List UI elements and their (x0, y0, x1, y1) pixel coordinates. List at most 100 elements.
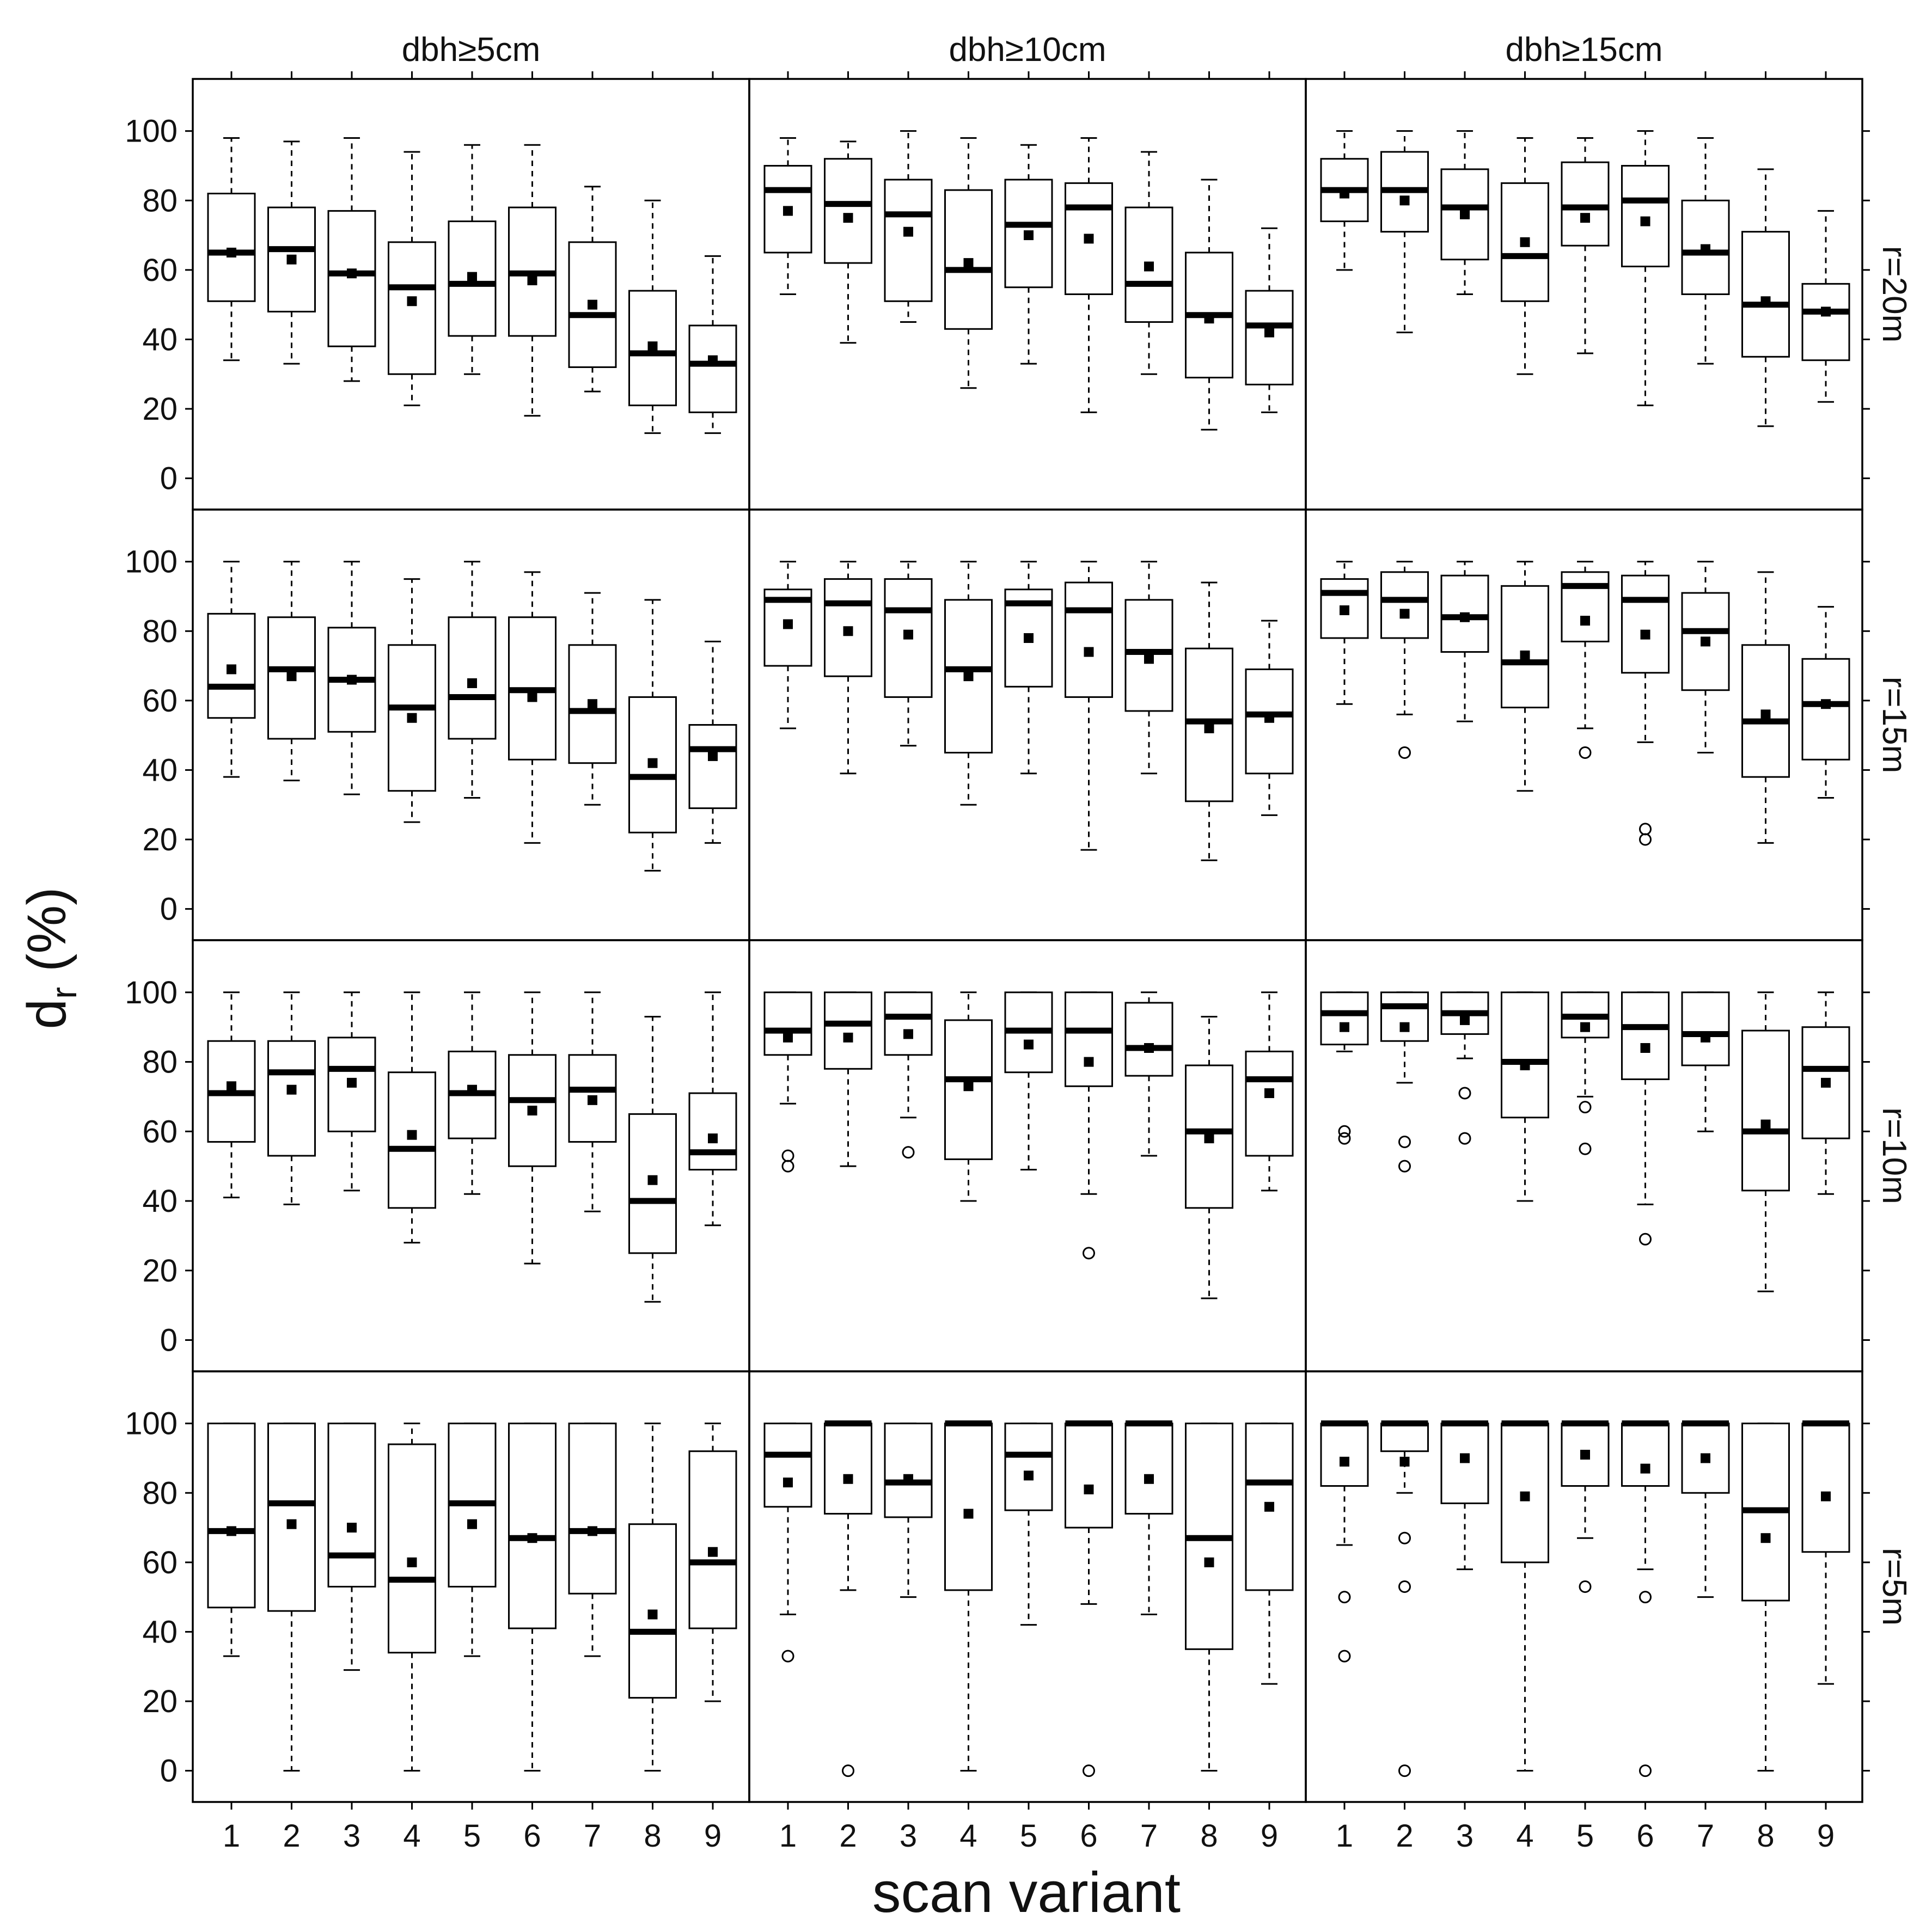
mean-marker (647, 1609, 658, 1620)
iqr-box (1065, 581, 1113, 698)
mean-marker (708, 1547, 718, 1557)
box-3 (1440, 1420, 1489, 1571)
box-6 (1621, 561, 1670, 846)
outlier-point (1579, 1101, 1592, 1114)
outlier-point (1639, 1764, 1652, 1777)
mean-marker (407, 1557, 417, 1567)
iqr-box (688, 724, 737, 810)
iqr-box (1380, 571, 1429, 639)
box-6 (508, 1423, 557, 1772)
x-tick-label: 1 (779, 1818, 797, 1854)
row-label-4: r=5m (1875, 1548, 1913, 1626)
outlier-point (842, 1764, 854, 1777)
iqr-box (1440, 1423, 1489, 1504)
outlier-point (902, 1146, 915, 1159)
mean-marker (1460, 612, 1470, 622)
iqr-box (688, 324, 737, 413)
mean-marker (783, 1032, 793, 1043)
box-9 (688, 991, 737, 1227)
box-7 (568, 991, 617, 1212)
y-tick-label: 100 (125, 544, 178, 580)
iqr-box (688, 1450, 737, 1629)
mean-marker (963, 1509, 974, 1519)
column-label-1: dbh≥5cm (402, 31, 541, 69)
box-9 (688, 255, 737, 434)
mean-marker (1264, 1088, 1274, 1099)
box-9 (1801, 991, 1850, 1195)
box-1 (763, 137, 812, 295)
x-tick-label: 9 (1261, 1818, 1278, 1854)
iqr-box (1004, 1423, 1053, 1511)
outlier-point (1398, 1160, 1411, 1173)
mean-marker (527, 692, 537, 702)
x-tick-label: 1 (223, 1818, 240, 1854)
iqr-box (884, 1423, 933, 1518)
facet-strip-labels: dbh≥5cm dbh≥10cm dbh≥15cm r=20m r=15m r=10m r=… (402, 31, 1913, 1626)
box-7 (1681, 561, 1730, 754)
box-5 (1004, 1423, 1053, 1626)
x-tick-label: 3 (343, 1818, 360, 1854)
x-tick-label: 8 (1757, 1818, 1774, 1854)
box-4 (944, 137, 993, 389)
box-4 (1501, 991, 1549, 1202)
box-8 (1741, 991, 1790, 1292)
mean-marker (1340, 605, 1349, 615)
y-axis-title-subscript: r (44, 987, 84, 999)
x-tick-label: 8 (644, 1818, 661, 1854)
iqr-box (508, 1423, 557, 1629)
x-tick-label: 7 (584, 1818, 601, 1854)
mean-marker (467, 1519, 477, 1529)
mean-marker (1460, 1015, 1470, 1025)
box-2 (267, 991, 316, 1205)
mean-marker (407, 296, 417, 306)
box-6 (508, 991, 557, 1265)
mean-marker (903, 226, 913, 237)
mean-marker (1024, 230, 1034, 241)
mean-marker (227, 664, 236, 675)
mean-marker (467, 272, 477, 282)
mean-marker (783, 206, 793, 216)
mean-marker (708, 1133, 718, 1144)
x-tick-label: 8 (1200, 1818, 1218, 1854)
box-8 (1185, 179, 1233, 431)
mean-marker (407, 1130, 417, 1140)
iqr-box (1681, 991, 1730, 1066)
mean-marker (1640, 1463, 1650, 1474)
iqr-box (207, 193, 256, 302)
box-3 (327, 561, 376, 795)
mean-marker (708, 355, 718, 365)
mean-marker (1460, 1453, 1470, 1463)
outlier-point (1338, 1650, 1351, 1663)
iqr-box (327, 210, 376, 347)
mean-marker (1520, 650, 1530, 660)
box-2 (1380, 991, 1429, 1173)
x-tick-label: 7 (1697, 1818, 1714, 1854)
x-tick-label: 5 (1020, 1818, 1037, 1854)
iqr-box (1741, 1029, 1790, 1192)
mean-marker (286, 1519, 297, 1529)
box-4 (1501, 1420, 1549, 1772)
mean-marker (1144, 1043, 1154, 1053)
panel-4-1 (192, 1370, 750, 1803)
y-tick-label: 80 (142, 183, 178, 218)
box-6 (1065, 991, 1113, 1260)
box-6 (1621, 991, 1670, 1246)
y-tick-label: 20 (142, 1684, 178, 1719)
mean-marker (527, 275, 537, 285)
x-tick-label: 5 (463, 1818, 481, 1854)
outlier-point (1338, 1125, 1351, 1138)
x-tick-label: 9 (704, 1818, 722, 1854)
box-5 (1561, 137, 1610, 354)
iqr-box (568, 1423, 617, 1595)
box-2 (824, 1420, 872, 1777)
mean-marker (347, 1077, 357, 1088)
box-7 (1124, 561, 1173, 775)
iqr-box (327, 1423, 376, 1588)
box-6 (1065, 1420, 1113, 1777)
outlier-point (1639, 833, 1652, 846)
box-7 (568, 592, 617, 806)
box-1 (1320, 991, 1369, 1145)
box-3 (1440, 561, 1489, 722)
iqr-box (1801, 283, 1850, 361)
iqr-box (1245, 1050, 1294, 1157)
